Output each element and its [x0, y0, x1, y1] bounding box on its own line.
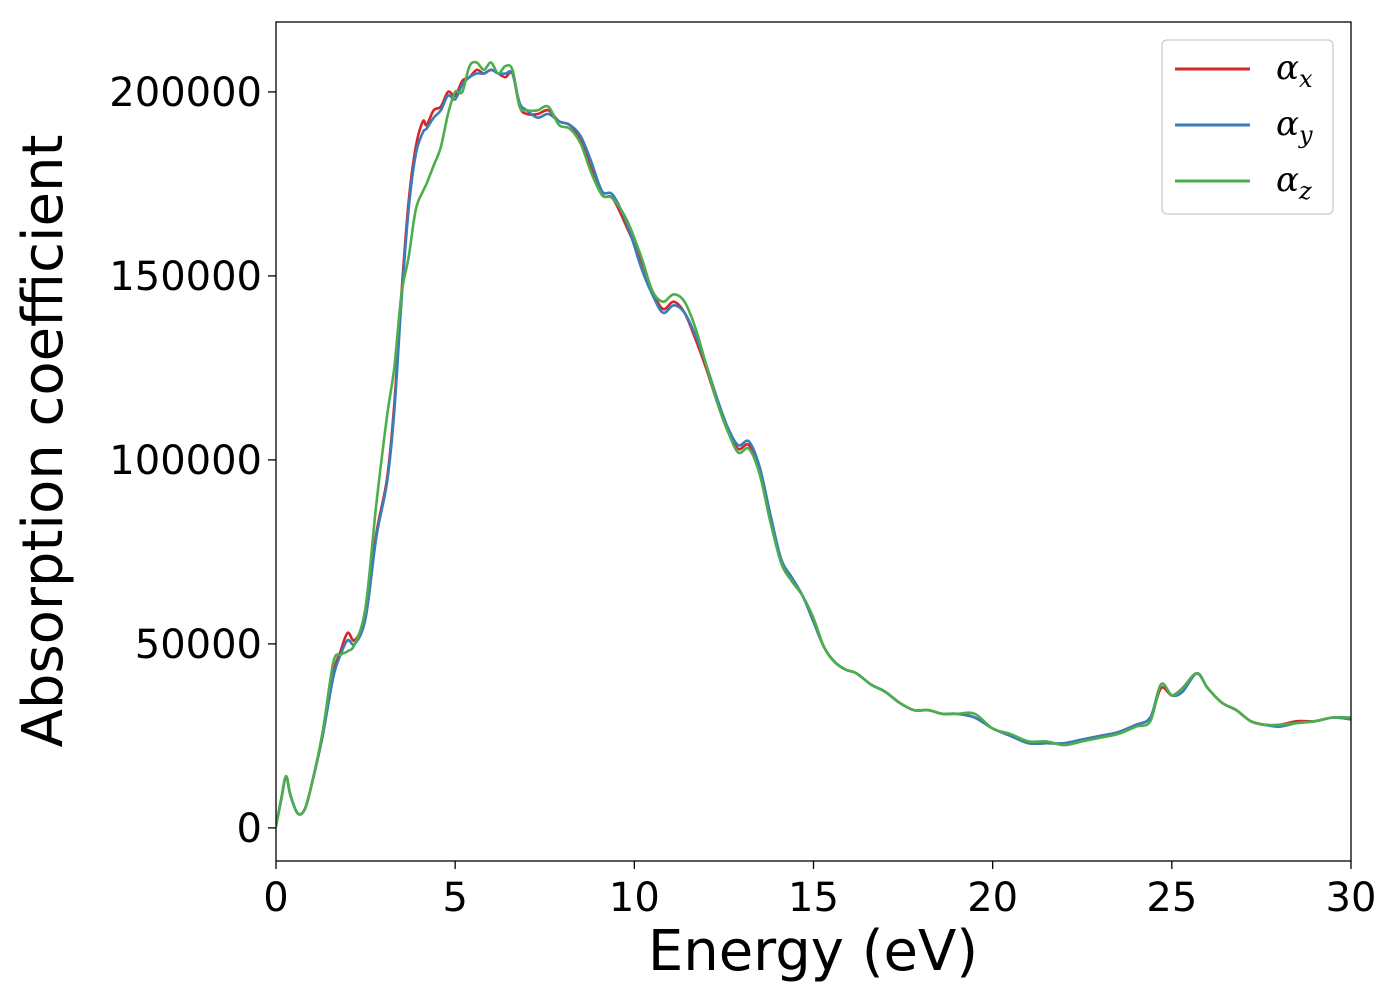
legend-item-y: αy: [1175, 104, 1313, 149]
y-axis: 0 50000 100000 150000 200000: [109, 70, 276, 852]
x-tick-label: 20: [967, 875, 1018, 921]
y-tick-label: 0: [237, 806, 262, 852]
legend: αx αy αz: [1161, 39, 1334, 215]
x-tick-label: 30: [1326, 875, 1377, 921]
x-tick-label: 10: [609, 875, 660, 921]
legend-label: αz: [1276, 160, 1312, 205]
legend-item-z: αz: [1175, 160, 1312, 205]
x-axis-label: Energy (eV): [648, 919, 978, 984]
x-tick-label: 25: [1146, 875, 1197, 921]
series-layer: [276, 60, 1351, 828]
x-axis: 0 5 10 15 20 25 30: [263, 861, 1376, 921]
y-axis-label: Absorption coefficient: [11, 135, 76, 748]
legend-label: αx: [1276, 48, 1313, 93]
x-tick-label: 5: [442, 875, 467, 921]
legend-label: αy: [1276, 104, 1313, 149]
legend-item-x: αx: [1175, 48, 1313, 93]
y-tick-label: 100000: [109, 438, 262, 484]
series-line-z: [276, 60, 1351, 828]
series-line-y: [276, 68, 1351, 828]
x-tick-label: 15: [788, 875, 839, 921]
y-tick-label: 150000: [109, 254, 262, 300]
y-tick-label: 50000: [135, 622, 262, 668]
legend-box: [1161, 39, 1334, 215]
y-tick-label: 200000: [109, 70, 262, 116]
x-tick-label: 0: [263, 875, 288, 921]
